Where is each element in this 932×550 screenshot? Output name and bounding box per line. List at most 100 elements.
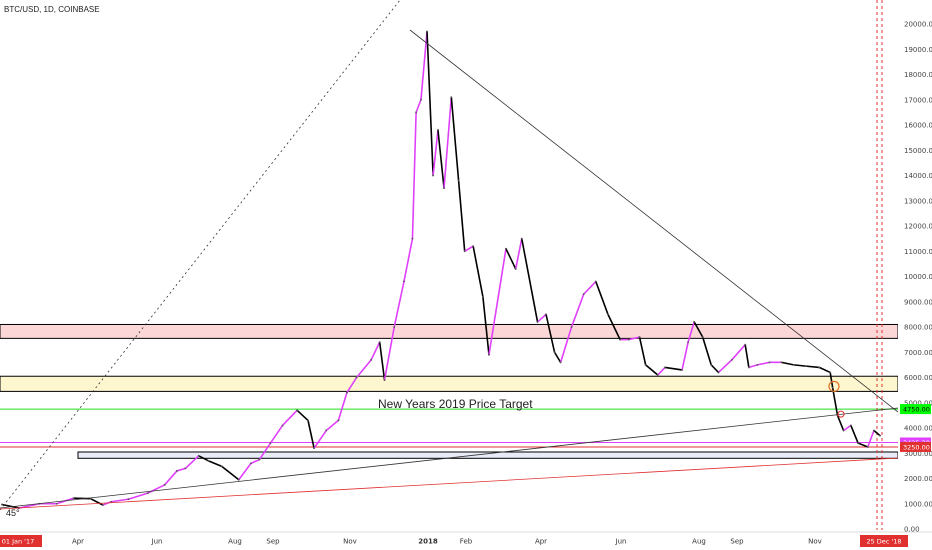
price-point bbox=[818, 366, 821, 369]
price-segment bbox=[805, 365, 821, 369]
trendline-support bbox=[0, 457, 899, 510]
price-segment bbox=[867, 429, 875, 448]
x-tick-label: 01 Jan '17 bbox=[2, 538, 34, 546]
price-segment bbox=[197, 454, 210, 462]
price-point bbox=[1, 503, 3, 506]
price-segment bbox=[545, 313, 556, 354]
price-point bbox=[127, 498, 130, 501]
price-segment bbox=[463, 245, 474, 253]
price-point bbox=[269, 442, 272, 445]
price-segment bbox=[337, 391, 348, 422]
price-point bbox=[717, 371, 720, 374]
price-segment bbox=[393, 280, 405, 328]
y-tick-label: 12000.00 bbox=[904, 223, 932, 231]
price-segment bbox=[644, 364, 659, 376]
price-segment bbox=[370, 341, 381, 361]
price-series bbox=[1, 30, 881, 509]
x-tick-label: Apr bbox=[535, 538, 547, 546]
price-point bbox=[488, 353, 490, 356]
y-tick-label: 5000.00 bbox=[904, 399, 932, 407]
y-tick-label: 20000.00 bbox=[904, 21, 932, 29]
x-tick-highlight bbox=[0, 535, 42, 547]
y-tick-label: 17000.00 bbox=[904, 96, 932, 104]
price-point bbox=[505, 247, 507, 250]
x-tick-label: Sep bbox=[266, 538, 280, 546]
price-point bbox=[849, 424, 852, 427]
price-point bbox=[664, 366, 666, 369]
price-segment bbox=[701, 336, 713, 366]
y-tick-label: 0.00 bbox=[904, 526, 920, 534]
y-tick-label: 4000.00 bbox=[904, 425, 932, 433]
price-point bbox=[426, 30, 428, 33]
price-segment bbox=[818, 366, 832, 374]
price-point bbox=[481, 295, 484, 298]
price-segment bbox=[681, 341, 689, 371]
price-point bbox=[415, 111, 418, 114]
price-point bbox=[756, 363, 759, 366]
price-segment bbox=[450, 96, 460, 182]
price-point bbox=[780, 361, 783, 364]
price-tag-label: 3250.00 bbox=[903, 443, 930, 451]
price-point bbox=[687, 341, 690, 344]
price-segment bbox=[238, 462, 252, 481]
price-point bbox=[520, 237, 523, 240]
price-point bbox=[638, 336, 641, 338]
price-tag bbox=[900, 404, 931, 415]
price-point bbox=[443, 187, 445, 190]
price-point bbox=[313, 447, 315, 450]
price-point bbox=[432, 174, 435, 177]
price-segment bbox=[744, 343, 750, 369]
price-point bbox=[337, 419, 340, 422]
overlay-layer bbox=[0, 0, 899, 511]
price-segment bbox=[710, 364, 720, 374]
price-point bbox=[545, 313, 547, 316]
price-point bbox=[879, 434, 881, 437]
price-segment bbox=[426, 30, 434, 177]
price-point bbox=[644, 363, 647, 366]
price-segment bbox=[163, 470, 178, 486]
price-segment bbox=[536, 313, 547, 323]
price-segment bbox=[514, 237, 523, 270]
price-segment bbox=[258, 442, 272, 461]
price-segment bbox=[176, 467, 187, 472]
price-segment bbox=[687, 321, 695, 343]
y-tick-label: 16000.00 bbox=[904, 122, 932, 130]
price-segment bbox=[146, 484, 166, 494]
y-tick-label: 7000.00 bbox=[904, 349, 932, 357]
price-point bbox=[594, 280, 597, 283]
x-tick-label: Apr bbox=[72, 538, 84, 546]
price-point bbox=[296, 409, 298, 412]
price-point bbox=[857, 442, 860, 445]
price-segment bbox=[831, 386, 839, 417]
y-tick-label: 13000.00 bbox=[904, 197, 932, 205]
price-segment bbox=[184, 454, 200, 470]
price-point bbox=[258, 458, 261, 461]
breakdown-marker bbox=[828, 380, 840, 392]
price-segment bbox=[829, 371, 834, 389]
price-point bbox=[514, 268, 517, 270]
x-tick-label: Jun bbox=[615, 538, 627, 546]
price-segment bbox=[101, 500, 113, 506]
trendline-45deg bbox=[0, 0, 401, 511]
price-segment bbox=[281, 409, 298, 427]
x-tick-label: Nov bbox=[343, 538, 357, 546]
price-point bbox=[55, 502, 58, 505]
x-axis: 01 Jan '17 Apr Jun Aug Sep Nov 2018 Feb Apr Jun Au… bbox=[0, 531, 932, 550]
price-point bbox=[383, 379, 386, 381]
x-tick-label: Aug bbox=[228, 538, 242, 546]
price-segment bbox=[505, 247, 517, 270]
price-segment bbox=[472, 245, 484, 298]
price-segment bbox=[664, 366, 683, 371]
price-segment bbox=[437, 129, 445, 189]
y-tick-label: 9000.00 bbox=[904, 298, 932, 306]
price-point bbox=[450, 96, 453, 99]
price-segment bbox=[221, 465, 240, 481]
price-point bbox=[792, 363, 795, 366]
price-segment bbox=[873, 429, 881, 437]
price-point bbox=[701, 336, 704, 338]
price-segment bbox=[488, 247, 507, 356]
price-point bbox=[420, 98, 422, 101]
price-point bbox=[163, 483, 166, 486]
price-segment bbox=[443, 96, 453, 189]
